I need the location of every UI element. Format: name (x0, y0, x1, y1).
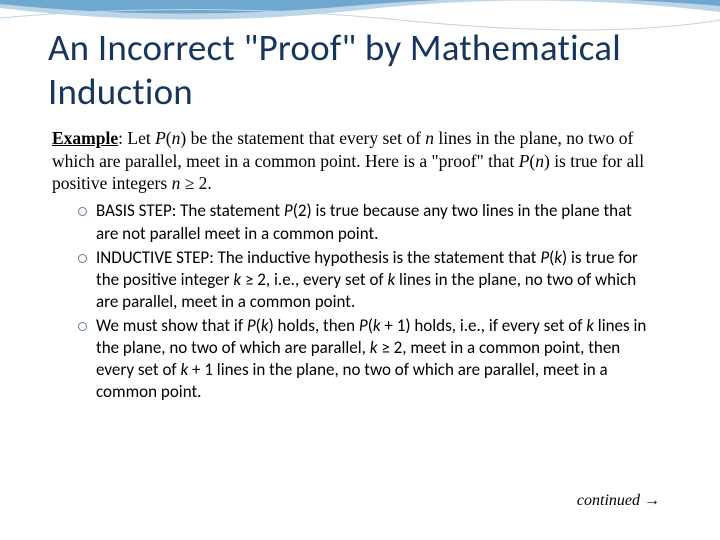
bullet-basis-step: BASIS STEP: The statement P(2) is true b… (78, 200, 654, 244)
bullet-show-implication: We must show that if P(k) holds, then P(… (78, 315, 654, 403)
slide-content: An Incorrect "Proof" by Mathematical Ind… (0, 0, 720, 540)
continued-indicator: continued → (577, 492, 660, 510)
slide-title: An Incorrect "Proof" by Mathematical Ind… (48, 26, 672, 113)
example-paragraph: Example: Let P(n) be the statement that … (52, 127, 662, 194)
bullet-inductive-step: INDUCTIVE STEP: The inductive hypothesis… (78, 247, 654, 313)
example-label: Example (52, 128, 118, 148)
bullet-list: BASIS STEP: The statement P(2) is true b… (78, 200, 654, 403)
